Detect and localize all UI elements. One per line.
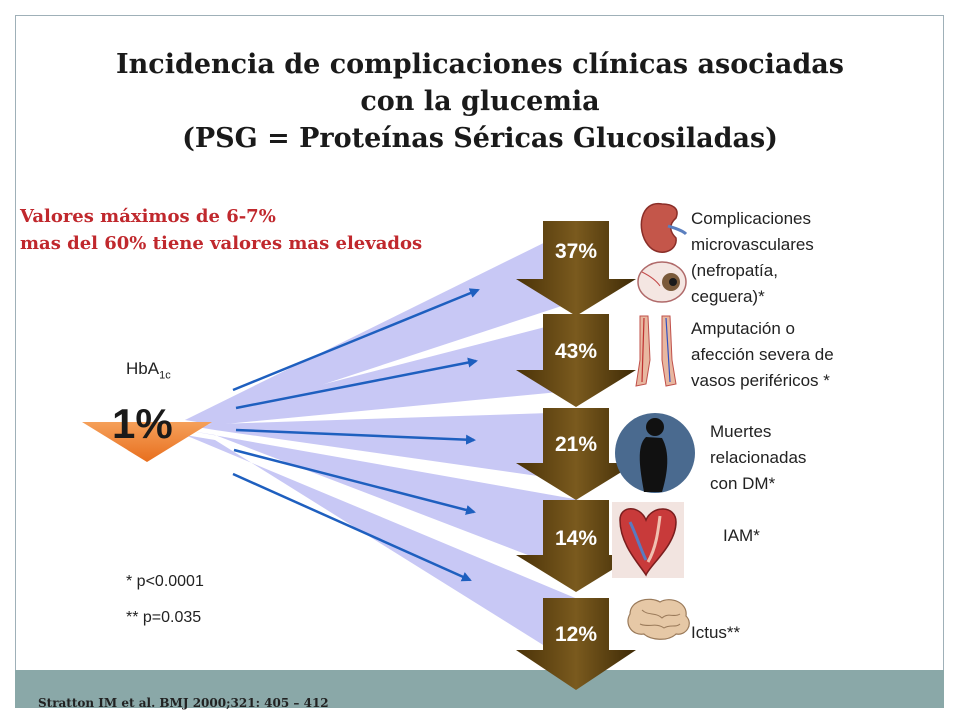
outcome-label-2: Amputación o afección severa de vasos pe…: [691, 316, 834, 394]
footer-band: [15, 670, 944, 708]
outcome-percent-4: 14%: [554, 527, 598, 550]
outcome-label-1-line-2: microvasculares: [691, 235, 814, 254]
outcome-percent-2: 43%: [554, 340, 598, 363]
outcome-label-3: Muertes relacionadas con DM*: [710, 419, 806, 497]
outcome-label-3-line-1: Muertes: [710, 422, 772, 441]
outcome-label-4-line-1: IAM*: [723, 526, 760, 545]
outcome-label-1-line-3: (nefropatía,: [691, 261, 778, 280]
connector-arrow-3: [235, 428, 476, 445]
outcome-label-1-line-1: Complicaciones: [691, 209, 811, 228]
connector-arrows: [232, 288, 480, 582]
reduction-value: 1%: [112, 400, 173, 447]
outcome-label-5-line-1: Ictus**: [691, 623, 741, 642]
hba1c-label: HbA1c: [126, 359, 171, 381]
outcome-percent-5: 12%: [554, 623, 598, 646]
frame-left-border: [15, 15, 16, 670]
connector-arrow-1: [232, 288, 480, 392]
outcome-arrows: [516, 221, 636, 690]
outcome-label-4: IAM*: [723, 523, 760, 549]
fan-shaft-1: [185, 225, 580, 420]
fan-shafts: [185, 225, 580, 668]
connector-arrow-4: [233, 448, 476, 515]
kidney-icon: [640, 203, 688, 253]
title-line-2: con la glucemia: [360, 86, 600, 117]
brain-icon: [627, 598, 690, 640]
outcome-arrow-2: [516, 314, 636, 407]
outcome-label-5: Ictus**: [691, 620, 740, 646]
highlight-line-2: mas del 60% tiene valores mas elevados: [20, 233, 423, 254]
outcome-arrow-5: [516, 598, 636, 690]
outcome-arrow-1: [516, 221, 636, 316]
title-line-3: (PSG = Proteínas Séricas Glucosiladas): [182, 123, 778, 154]
fan-shaft-3: [185, 412, 580, 482]
outcome-arrow-4: [516, 500, 636, 592]
person-silhouette-icon: [615, 413, 695, 493]
outcome-label-2-line-2: afección severa de: [691, 345, 834, 364]
outcome-percent-3: 21%: [554, 433, 598, 456]
highlight-text: Valores máximos de 6-7% mas del 60% tien…: [20, 203, 422, 257]
title-line-1: Incidencia de complicaciones clínicas as…: [116, 49, 844, 80]
outcome-label-3-line-2: relacionadas: [710, 448, 807, 467]
page-title: Incidencia de complicaciones clínicas as…: [60, 46, 900, 157]
outcome-label-1-line-4: ceguera)*: [691, 287, 765, 306]
legs-icon: [635, 315, 677, 387]
hba1c-text: HbA: [126, 359, 160, 378]
footnote-2: ** p=0.035: [126, 609, 202, 626]
citation: Stratton IM et al. BMJ 2000;321: 405 – 4…: [38, 696, 329, 710]
heart-icon: [612, 502, 684, 578]
frame-right-border: [943, 15, 944, 670]
outcome-label-2-line-3: vasos periféricos *: [691, 371, 830, 390]
connector-arrow-2: [235, 357, 478, 410]
outcome-percent-1: 37%: [554, 240, 598, 263]
outcome-label-1: Complicaciones microvasculares (nefropat…: [691, 206, 814, 310]
connector-arrow-5: [232, 472, 472, 582]
fan-shaft-4: [185, 430, 580, 575]
eye-icon: [637, 261, 687, 303]
reduction-arrow: [82, 422, 212, 462]
highlight-line-1: Valores máximos de 6-7%: [20, 206, 276, 227]
footnote-1: * p<0.0001: [126, 573, 204, 590]
hba1c-subscript: 1c: [159, 369, 171, 382]
outcome-arrow-3: [516, 408, 636, 500]
outcome-label-2-line-1: Amputación o: [691, 319, 795, 338]
frame-top-border: [15, 15, 944, 16]
outcome-label-3-line-3: con DM*: [710, 474, 776, 493]
